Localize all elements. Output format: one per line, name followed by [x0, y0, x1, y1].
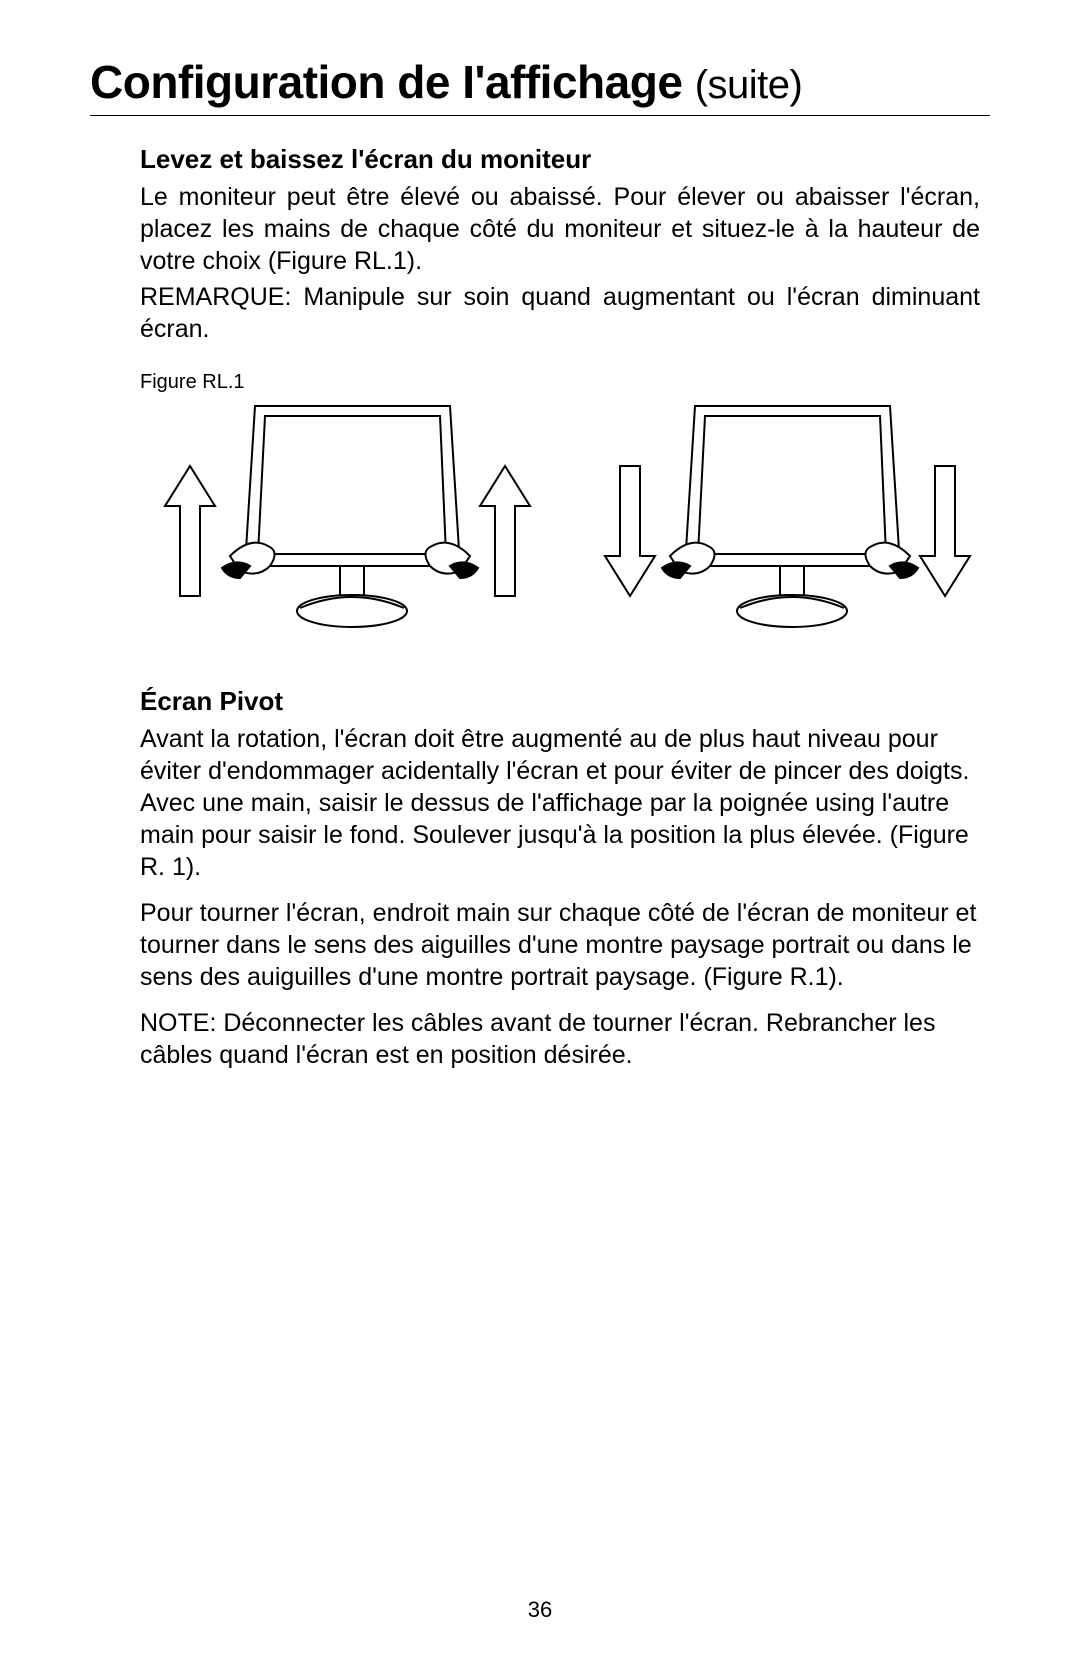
- figure-monitor-raise-icon: [140, 396, 540, 656]
- section2-heading: Écran Pivot: [140, 686, 980, 717]
- section2-para1: Avant la rotation, l'écran doit être aug…: [140, 723, 980, 883]
- section2-para2: Pour tourner l'écran, endroit main sur c…: [140, 897, 980, 993]
- page-title: Configuration de I'affichage (suite): [90, 55, 990, 109]
- page-number: 36: [0, 1597, 1080, 1623]
- section2-para3: NOTE: Déconnecter les câbles avant de to…: [140, 1007, 980, 1071]
- section1-heading: Levez et baissez l'écran du moniteur: [140, 144, 980, 175]
- section1-para2: REMARQUE: Manipule sur soin quand augmen…: [140, 281, 980, 345]
- title-main: Configuration de I'affichage: [90, 56, 682, 108]
- title-suffix: (suite): [695, 63, 803, 107]
- figure-rl1: [140, 396, 980, 656]
- content-area: Levez et baissez l'écran du moniteur Le …: [90, 144, 990, 1071]
- figure-monitor-lower-icon: [580, 396, 980, 656]
- title-rule: [90, 115, 990, 116]
- section1-para1: Le moniteur peut être élevé ou abaissé. …: [140, 181, 980, 277]
- figure-caption: Figure RL.1: [140, 371, 980, 394]
- document-page: Configuration de I'affichage (suite) Lev…: [0, 0, 1080, 1669]
